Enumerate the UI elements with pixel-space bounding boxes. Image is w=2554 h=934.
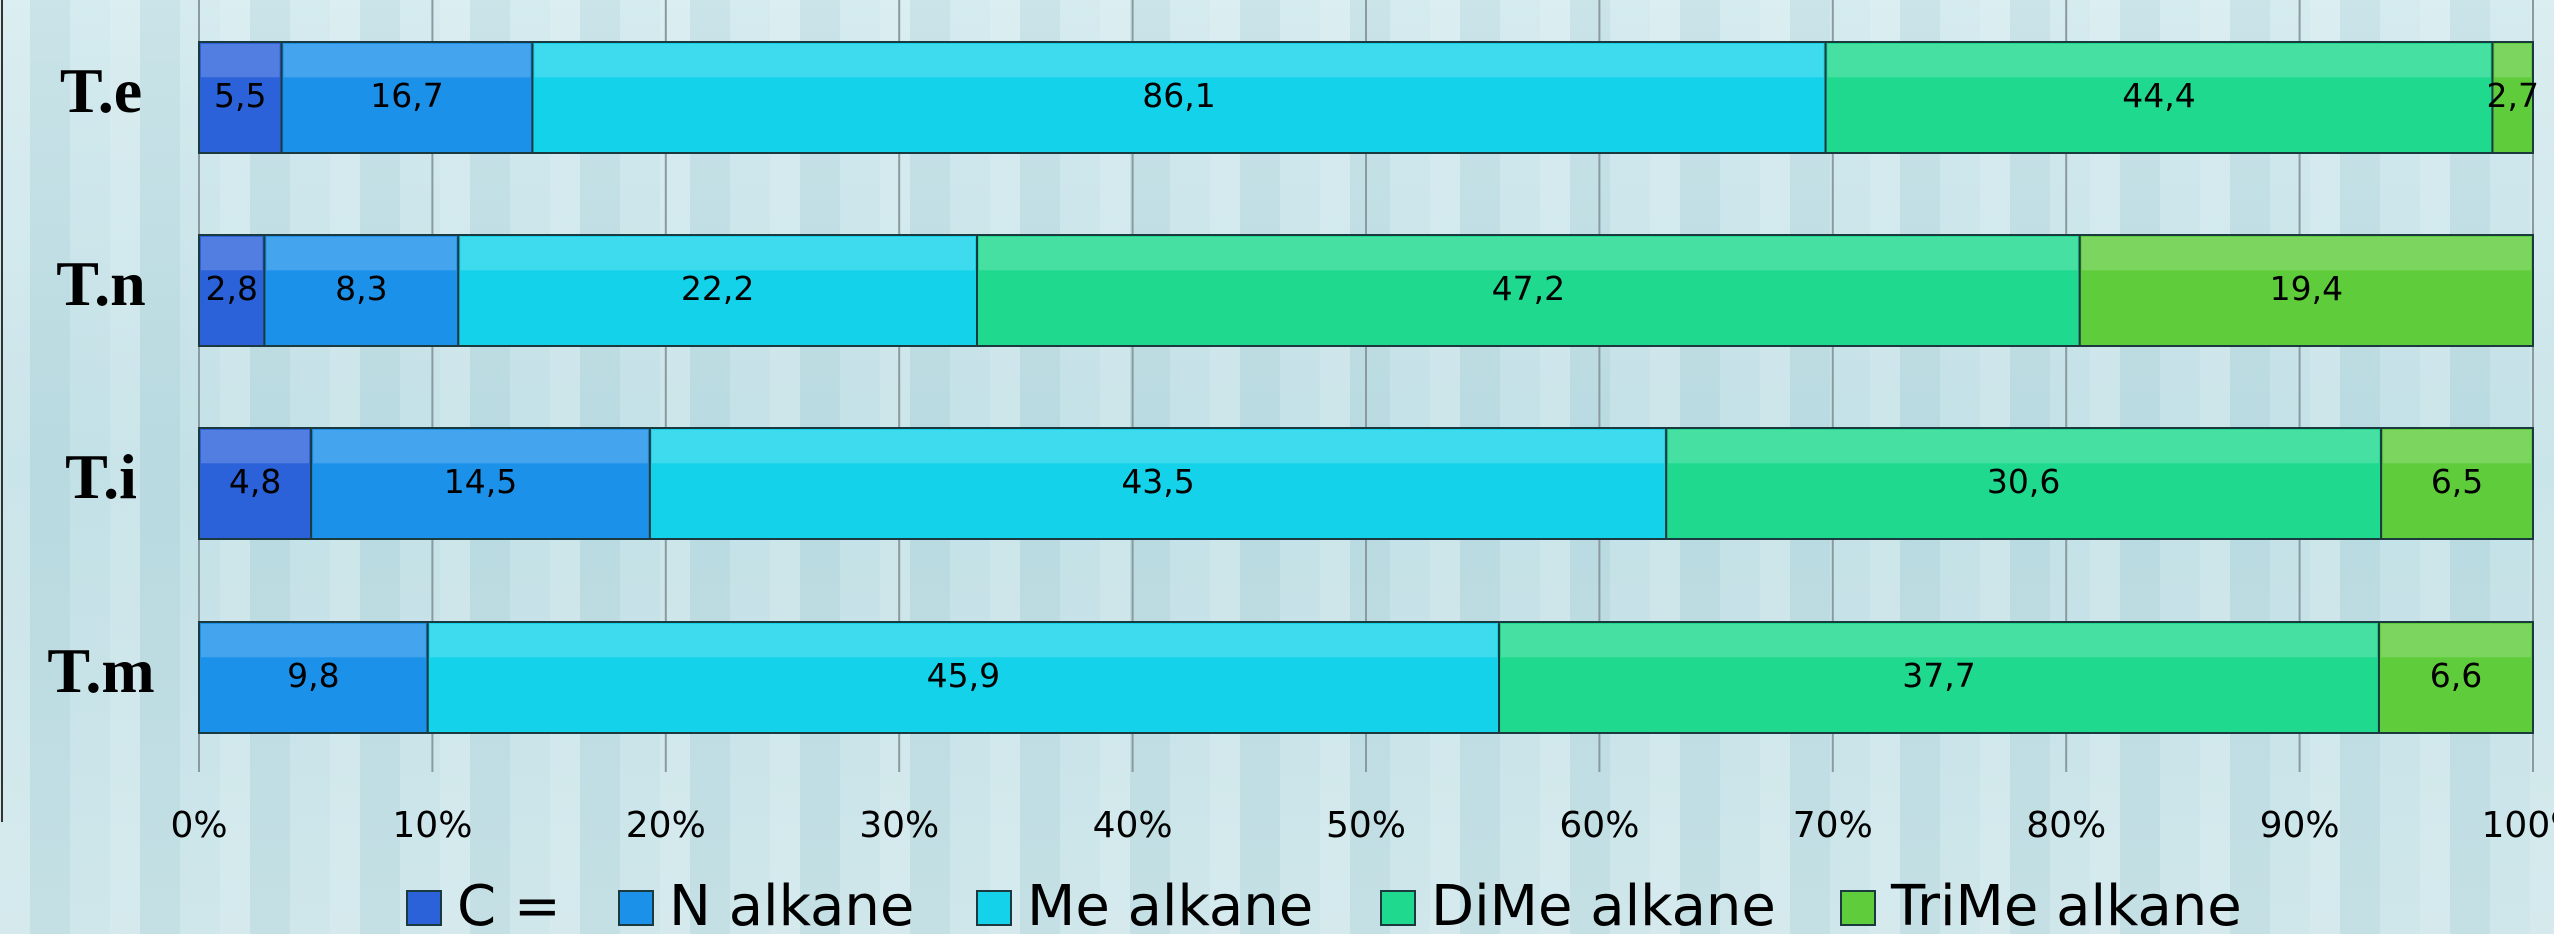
value-label: 19,4 [2270, 269, 2343, 308]
legend-label: N alkane [669, 874, 914, 934]
bar-shine [201, 237, 263, 271]
bar-shine [2383, 430, 2531, 464]
x-tick-label: 40% [1093, 805, 1173, 846]
value-label: 8,3 [335, 269, 387, 308]
bar-segment [976, 234, 2081, 347]
bar-shine [313, 430, 648, 464]
bar-segment [198, 427, 313, 540]
legend-label: TriMe alkane [1890, 874, 2242, 934]
category-label: T.i [65, 441, 137, 512]
category-label: T.n [56, 248, 146, 319]
x-tick-label: 20% [626, 805, 706, 846]
bar-segment [1665, 427, 2383, 540]
bar-segment [263, 234, 460, 347]
legend-label: Me alkane [1027, 874, 1313, 934]
bar-segment [2377, 621, 2535, 734]
x-tick-label: 0% [170, 805, 227, 846]
x-tick-label: 60% [1559, 805, 1639, 846]
value-label: 30,6 [1987, 462, 2060, 501]
legend-swatch [1380, 890, 1416, 926]
bar-segment [310, 427, 651, 540]
legend-swatch [618, 890, 654, 926]
bar-segment [198, 234, 266, 347]
bar-shine [266, 237, 457, 271]
value-label: 4,8 [229, 462, 281, 501]
bar-segment [2380, 427, 2535, 540]
bar-shine [534, 44, 1824, 78]
legend-swatch [1840, 890, 1876, 926]
bar-shine [2081, 237, 2531, 271]
x-tick-label: 100% [2482, 805, 2554, 846]
value-label: 22,2 [681, 269, 754, 308]
bar-shine [1668, 430, 2380, 464]
value-label: 6,5 [2431, 462, 2483, 501]
value-label: 43,5 [1121, 462, 1194, 501]
bar-segment [531, 41, 1827, 154]
value-label: 5,5 [214, 76, 266, 115]
value-label: 86,1 [1142, 76, 1215, 115]
value-label: 6,6 [2430, 656, 2482, 695]
bar-shine [979, 237, 2078, 271]
value-label: 44,4 [2122, 76, 2195, 115]
x-tick-label: 10% [392, 805, 472, 846]
value-label: 14,5 [444, 462, 517, 501]
category-label: T.m [47, 635, 154, 706]
bar-segment [426, 621, 1501, 734]
bar-segment [198, 41, 283, 154]
bar-segment [1824, 41, 2494, 154]
bar-segment [2078, 234, 2534, 347]
bar-shine [201, 430, 310, 464]
legend-swatch [976, 890, 1012, 926]
value-label: 2,8 [205, 269, 257, 308]
bar-segment [457, 234, 979, 347]
value-label: 37,7 [1902, 656, 1975, 695]
value-label: 45,9 [927, 656, 1000, 695]
value-label: 47,2 [1492, 269, 1565, 308]
x-tick-label: 30% [859, 805, 939, 846]
x-tick-label: 70% [1793, 805, 1873, 846]
value-label: 9,8 [287, 656, 339, 695]
value-label: 16,7 [370, 76, 443, 115]
x-tick-label: 90% [2260, 805, 2340, 846]
bar-shine [1827, 44, 2491, 78]
x-tick-label: 50% [1326, 805, 1406, 846]
legend-swatch [406, 890, 442, 926]
bar-segment [648, 427, 1668, 540]
bar-segment [198, 621, 429, 734]
bar-shine [2494, 44, 2531, 78]
bar-shine [283, 44, 531, 78]
value-label: 2,7 [2486, 76, 2538, 115]
bar-segment [2491, 41, 2535, 154]
bar-shine [2380, 624, 2531, 658]
bar-shine [201, 44, 280, 78]
category-label: T.e [60, 55, 142, 126]
bar-shine [1501, 624, 2377, 658]
x-tick-label: 80% [2026, 805, 2106, 846]
bar-shine [460, 237, 975, 271]
bar-segment [1498, 621, 2380, 734]
bar-segment [280, 41, 534, 154]
bar-shine [429, 624, 1498, 658]
bar-shine [201, 624, 426, 658]
bar-shine [651, 430, 1665, 464]
legend-label: C = [457, 874, 561, 934]
legend-label: DiMe alkane [1431, 874, 1776, 934]
